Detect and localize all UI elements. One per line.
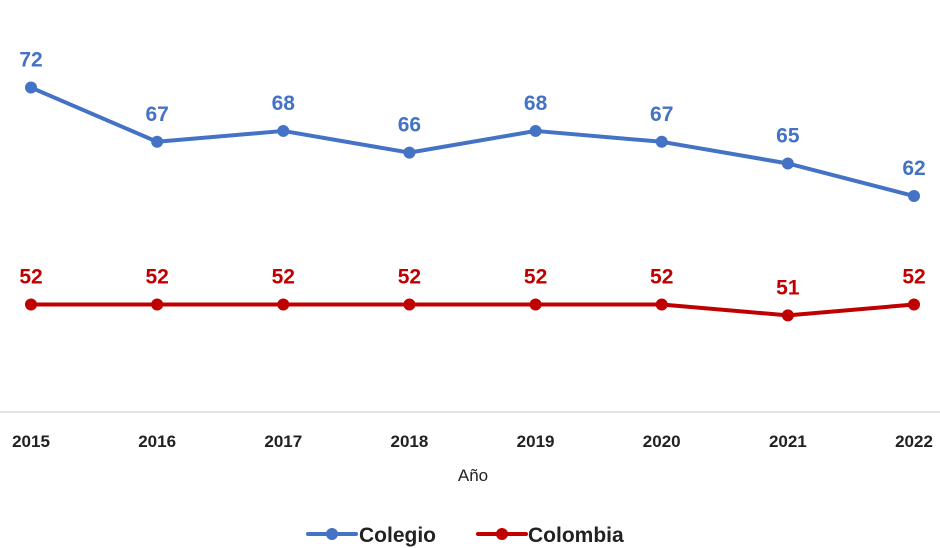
x-tick-label: 2019 (517, 432, 555, 451)
data-labels: 72 67 68 66 68 67 65 62 52 52 52 52 52 52 51 52 (19, 49, 925, 300)
data-point-colombia (403, 298, 416, 311)
data-label-colegio: 67 (145, 103, 168, 126)
data-point-colombia (529, 298, 542, 311)
legend-swatch-marker (496, 528, 508, 540)
x-tick-label: 2016 (138, 432, 176, 451)
legend-label: Colombia (528, 524, 624, 547)
data-label-colegio: 67 (650, 103, 673, 126)
data-point-colegio (403, 146, 416, 159)
data-label-colegio: 65 (776, 124, 800, 147)
data-label-colegio: 68 (272, 92, 296, 115)
x-tick-label: 2018 (391, 432, 429, 451)
x-tick-label: 2017 (264, 432, 302, 451)
data-point-colombia (25, 298, 37, 311)
data-point-colombia (655, 298, 668, 311)
x-axis-ticks: 2015 2016 2017 2018 2019 2020 2021 2022 (12, 432, 933, 451)
data-point-colegio (151, 135, 164, 148)
data-label-colombia: 52 (524, 266, 547, 289)
x-tick-label: 2015 (12, 432, 50, 451)
data-label-colombia: 52 (398, 266, 421, 289)
data-point-colombia (781, 309, 794, 322)
legend-swatch-marker (326, 528, 338, 540)
data-label-colegio: 66 (398, 114, 421, 137)
legend-label: Colegio (359, 524, 436, 547)
data-label-colombia: 52 (650, 266, 673, 289)
data-label-colombia: 52 (902, 266, 925, 289)
data-point-colombia (151, 298, 164, 311)
data-point-colombia (277, 298, 290, 311)
series-layer (25, 81, 920, 322)
series-line-colegio (29, 85, 916, 199)
data-label-colegio: 62 (902, 157, 925, 180)
data-label-colombia: 51 (776, 276, 800, 299)
series-colombia (25, 298, 920, 322)
data-point-colegio (25, 81, 37, 94)
data-point-colegio (529, 124, 542, 137)
legend-item-colombia: Colombia (476, 524, 624, 547)
legend-item-colegio: Colegio (306, 524, 436, 547)
data-label-colegio: 68 (524, 92, 548, 115)
legend: Colegio Colombia (306, 524, 624, 547)
data-label-colombia: 52 (272, 266, 295, 289)
x-tick-label: 2020 (643, 432, 681, 451)
data-point-colegio (908, 190, 920, 203)
data-label-colegio: 72 (19, 49, 42, 72)
data-point-colegio (277, 124, 290, 137)
data-label-colombia: 52 (145, 266, 168, 289)
data-point-colegio (655, 135, 668, 148)
series-line-colombia (29, 302, 916, 318)
x-tick-label: 2022 (895, 432, 933, 451)
x-axis-title: Año (458, 466, 488, 485)
data-label-colombia: 52 (19, 266, 42, 289)
x-tick-label: 2021 (769, 432, 807, 451)
data-point-colombia (908, 298, 920, 311)
series-colegio (25, 81, 920, 203)
data-point-colegio (781, 157, 794, 170)
